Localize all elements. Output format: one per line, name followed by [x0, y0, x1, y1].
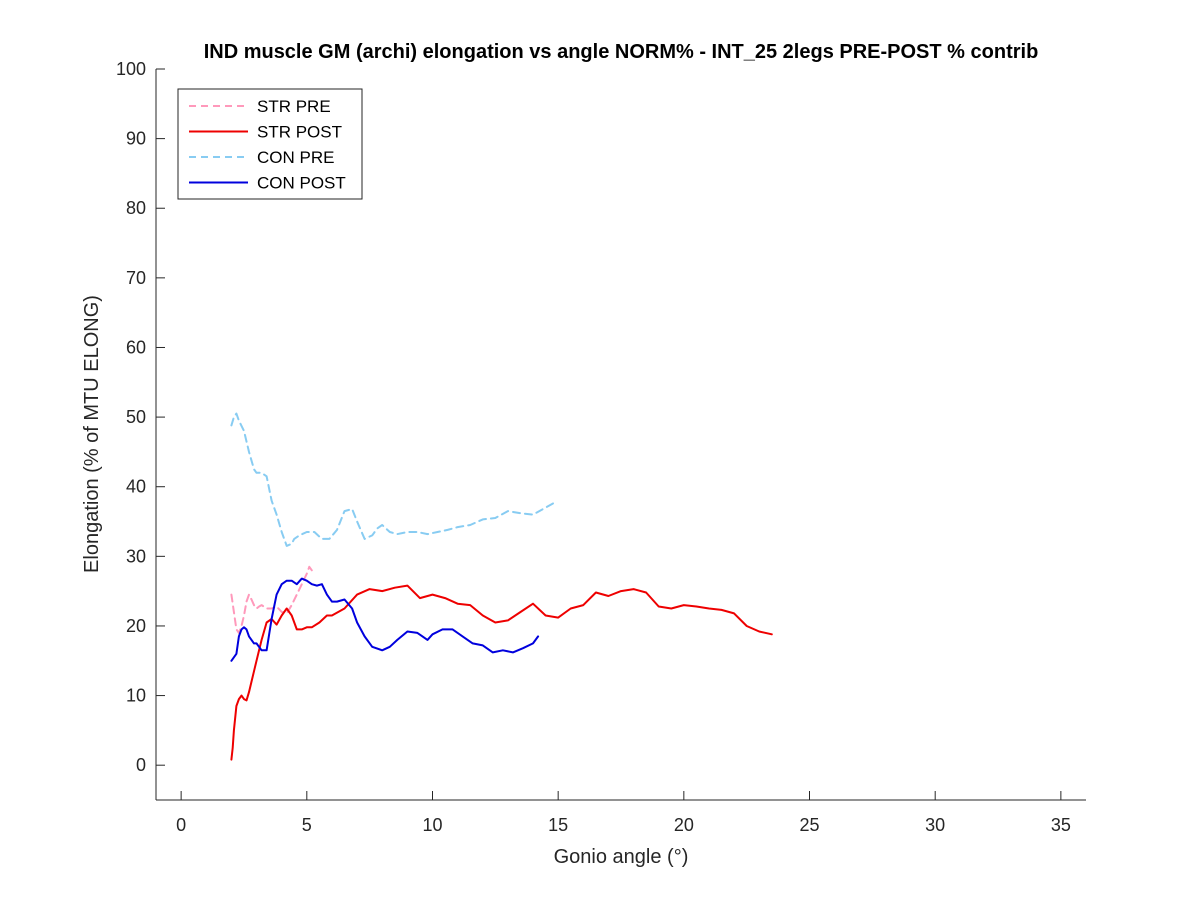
- series-layer: [230, 412, 773, 761]
- y-tick-label: 100: [116, 59, 146, 79]
- x-axis-title: Gonio angle (°): [554, 846, 689, 868]
- legend-label: STR PRE: [257, 97, 331, 116]
- x-tick-label: 35: [1051, 815, 1071, 835]
- y-tick-label: 10: [126, 686, 146, 706]
- axes: 0 5 10 15 20 25 30 35 0 10 20 30 40 50 60 70 80 90 100: [116, 59, 1086, 835]
- y-tick-label: 90: [126, 129, 146, 149]
- y-tick-label: 30: [126, 546, 146, 566]
- y-tick-label: 50: [126, 407, 146, 427]
- y-tick-label: 40: [126, 477, 146, 497]
- legend-label: CON POST: [257, 174, 346, 193]
- series-line-str-pre: [230, 565, 313, 634]
- y-tick-label: 80: [126, 198, 146, 218]
- x-tick-label: 25: [799, 815, 819, 835]
- legend-box: [177, 88, 363, 200]
- plot-area: 0 5 10 15 20 25 30 35 0 10 20 30 40 50 60 70 80 90 100 STR…: [116, 59, 1086, 835]
- legend-label: CON PRE: [257, 148, 334, 167]
- y-axis-title: Elongation (% of MTU ELONG): [81, 295, 103, 573]
- y-tick-label: 60: [126, 337, 146, 357]
- x-tick-label: 0: [176, 815, 186, 835]
- series-line-str-post: [230, 584, 773, 761]
- chart-title: IND muscle GM (archi) elongation vs angl…: [204, 41, 1039, 63]
- y-tick-label: 0: [136, 755, 146, 775]
- x-tick-label: 20: [674, 815, 694, 835]
- y-tick-label: 20: [126, 616, 146, 636]
- x-tick-label: 30: [925, 815, 945, 835]
- y-tick-label: 70: [126, 268, 146, 288]
- series-line-con-post: [230, 577, 540, 662]
- x-tick-label: 10: [422, 815, 442, 835]
- x-tick-label: 5: [302, 815, 312, 835]
- legend-label: STR POST: [257, 123, 342, 142]
- series-line-con-pre: [230, 412, 557, 547]
- legend: STR PRE STR POST CON PRE CON POST: [177, 88, 363, 200]
- x-tick-label: 15: [548, 815, 568, 835]
